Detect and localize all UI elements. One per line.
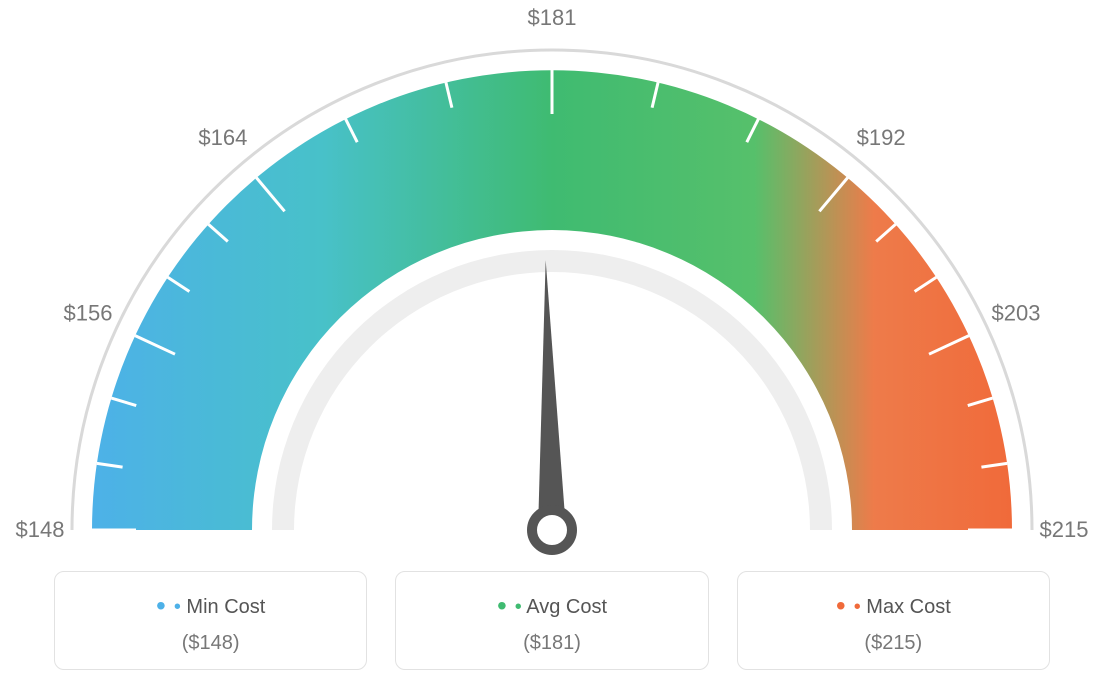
svg-text:$203: $203: [992, 301, 1041, 326]
legend-title-min: • Min Cost: [65, 590, 356, 622]
legend-title-max: • Max Cost: [748, 590, 1039, 622]
legend-row: • Min Cost ($148) • Avg Cost ($181) • Ma…: [0, 571, 1104, 670]
svg-text:$215: $215: [1040, 517, 1089, 542]
legend-card-max: • Max Cost ($215): [737, 571, 1050, 670]
legend-value-min: ($148): [65, 632, 356, 655]
legend-value-avg: ($181): [406, 632, 697, 655]
legend-card-min: • Min Cost ($148): [54, 571, 367, 670]
svg-text:$148: $148: [16, 517, 65, 542]
legend-card-avg: • Avg Cost ($181): [395, 571, 708, 670]
svg-text:$164: $164: [198, 125, 247, 150]
legend-value-max: ($215): [748, 632, 1039, 655]
legend-title-avg: • Avg Cost: [406, 590, 697, 622]
gauge-chart-container: $148 $156 $164 $181 $192 $203 $215 • Min Cost …: [0, 0, 1104, 690]
svg-text:$192: $192: [857, 125, 906, 150]
svg-text:$181: $181: [528, 5, 577, 30]
svg-text:$156: $156: [63, 301, 112, 326]
